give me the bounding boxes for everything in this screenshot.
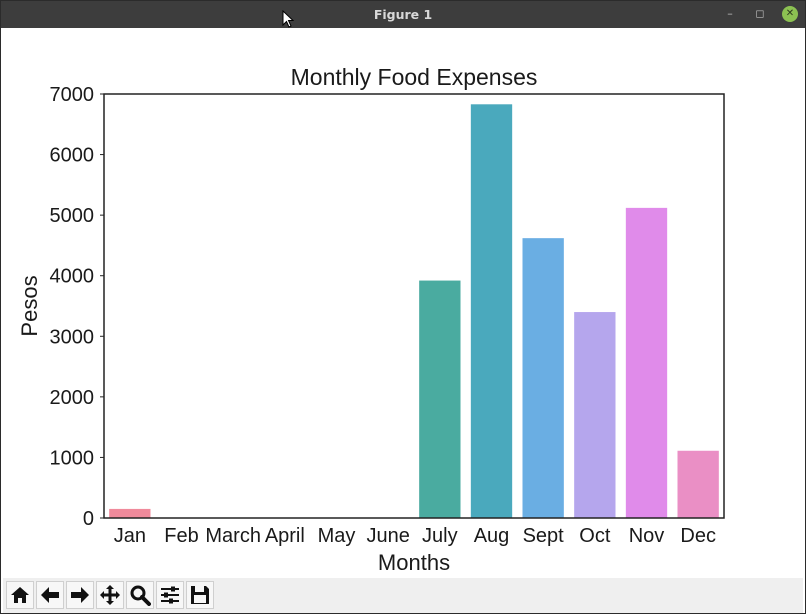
save-button[interactable] xyxy=(186,581,214,609)
close-button[interactable]: ✕ xyxy=(782,6,798,22)
x-tick-label: Nov xyxy=(629,525,665,547)
navigation-toolbar xyxy=(3,578,803,613)
bar-aug xyxy=(470,104,513,518)
title-bar: Figure 1 – ◻ ✕ xyxy=(1,1,805,28)
minimize-button[interactable]: – xyxy=(727,7,733,20)
x-tick-label: Jan xyxy=(114,525,146,547)
y-tick-label: 4000 xyxy=(50,266,95,288)
x-axis-label: Months xyxy=(378,550,450,575)
pan-icon xyxy=(100,585,120,605)
y-axis-label: Pesos xyxy=(17,275,42,336)
x-tick-label: Dec xyxy=(680,525,716,547)
bar-dec xyxy=(677,450,719,518)
save-icon xyxy=(191,586,209,604)
mouse-pointer-icon xyxy=(282,10,294,28)
y-tick-label: 0 xyxy=(83,508,94,530)
configure-subplots-button[interactable] xyxy=(156,581,184,609)
y-tick-label: 5000 xyxy=(50,205,95,227)
x-tick-label: July xyxy=(422,525,458,547)
zoom-button[interactable] xyxy=(126,581,154,609)
bar-jan xyxy=(109,508,151,518)
chart-title: Monthly Food Expenses xyxy=(291,64,538,90)
bar-sept xyxy=(522,238,564,518)
x-tick-label: May xyxy=(318,525,356,547)
x-tick-label: Feb xyxy=(164,525,198,547)
window-title: Figure 1 xyxy=(373,7,433,22)
figure-canvas[interactable]: Monthly Food Expenses 0 1000 2000 3000 4000 50… xyxy=(3,28,803,576)
axes-frame xyxy=(103,93,725,519)
x-tick-label: March xyxy=(205,525,261,547)
y-tick-label: 7000 xyxy=(50,84,95,106)
x-tick-label: Aug xyxy=(474,525,510,547)
pan-button[interactable] xyxy=(96,581,124,609)
back-arrow-icon xyxy=(41,587,59,603)
back-button[interactable] xyxy=(36,581,64,609)
y-tick-label: 1000 xyxy=(50,447,95,469)
y-tick-label: 2000 xyxy=(50,387,95,409)
y-tick-label: 3000 xyxy=(50,326,95,348)
x-tick-label: June xyxy=(366,525,409,547)
y-tick-label: 6000 xyxy=(50,145,95,167)
bar-oct xyxy=(574,312,616,518)
x-tick-label: Oct xyxy=(579,525,611,547)
forward-button[interactable] xyxy=(66,581,94,609)
zoom-icon xyxy=(130,585,151,606)
home-icon xyxy=(11,587,29,603)
forward-arrow-icon xyxy=(71,587,89,603)
bar-july xyxy=(419,280,461,518)
bar-chart: Monthly Food Expenses 0 1000 2000 3000 4000 50… xyxy=(17,64,725,575)
x-tick-label: Sept xyxy=(523,525,565,547)
home-button[interactable] xyxy=(6,581,34,609)
bar-nov xyxy=(625,207,668,519)
configure-subplots-icon xyxy=(161,586,179,604)
maximize-button[interactable]: ◻ xyxy=(755,7,765,20)
x-tick-label: April xyxy=(265,525,305,547)
